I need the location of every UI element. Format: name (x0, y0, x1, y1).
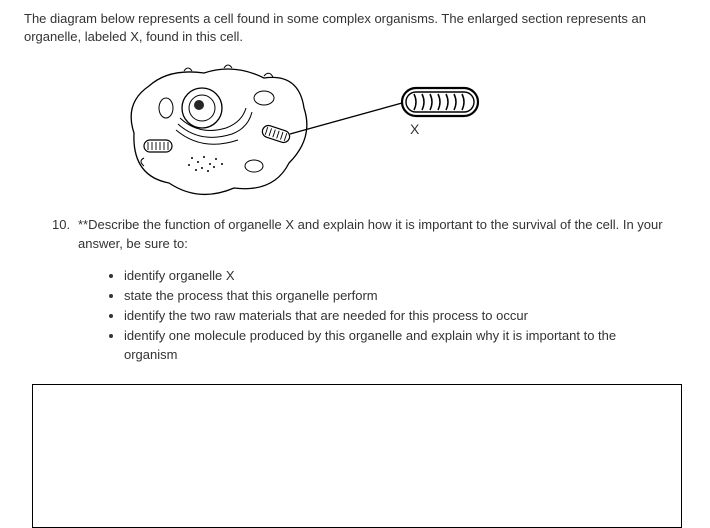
organelle-x-icon (402, 88, 478, 116)
list-item: state the process that this organelle pe… (124, 287, 646, 305)
intro-text: The diagram below represents a cell foun… (24, 10, 686, 46)
question-prompt: **Describe the function of organelle X a… (78, 216, 686, 252)
requirements-list: identify organelle X state the process t… (124, 267, 646, 364)
list-item: identify organelle X (124, 267, 646, 285)
list-item: identify one molecule produced by this o… (124, 327, 646, 363)
cell-diagram: X (24, 58, 686, 208)
question-number: 10. (52, 216, 78, 234)
organelle-x-label: X (410, 120, 419, 140)
cell-svg (114, 58, 494, 208)
list-item: identify the two raw materials that are … (124, 307, 646, 325)
mitochondrion-small-left-icon (144, 140, 172, 152)
question-block: 10. **Describe the function of organelle… (52, 216, 686, 252)
answer-textarea[interactable] (32, 384, 682, 528)
